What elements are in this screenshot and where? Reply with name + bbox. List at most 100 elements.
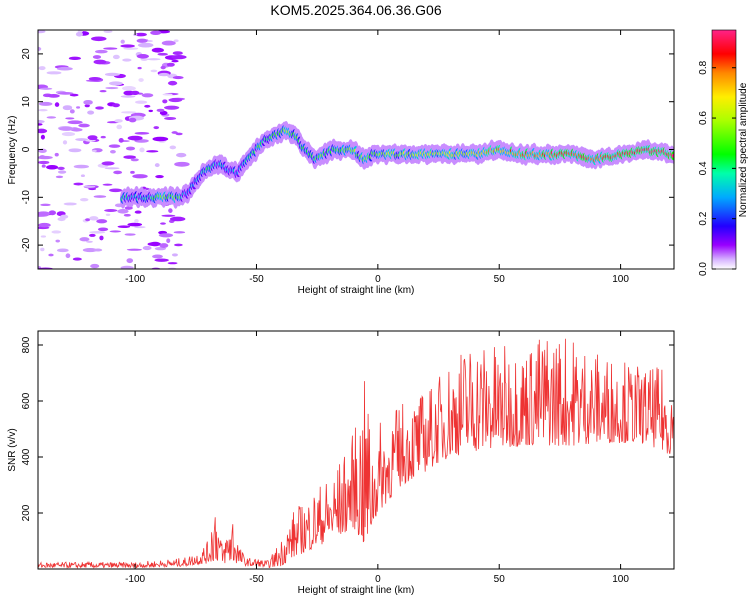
colorbar-tick-label: 0.2: [698, 211, 709, 225]
noise-blob: [126, 258, 134, 264]
noise-blob: [89, 216, 99, 221]
noise-blob: [174, 161, 190, 167]
spectrogram-x-ticks: -100 -50 0 50 100: [125, 30, 629, 285]
noise-blob: [100, 135, 106, 139]
noise-blob: [127, 135, 143, 141]
noise-blob: [62, 140, 68, 145]
colorbar-ticks: 0.0 0.2 0.4 0.6 0.8: [698, 60, 736, 276]
noise-blob: [38, 30, 46, 34]
noise-blob: [164, 116, 177, 120]
noise-blob: [171, 131, 178, 134]
noise-blob: [80, 198, 89, 202]
noise-blob: [168, 208, 173, 213]
noise-blob: [114, 119, 123, 123]
noise-blob: [120, 39, 125, 44]
noise-blob: [121, 111, 137, 114]
noise-blob: [69, 109, 75, 114]
noise-blob: [95, 106, 104, 110]
snr-panel: -100 -50 0 50 100 200 400 600 800 Height of str…: [7, 330, 675, 596]
noise-blob: [55, 239, 60, 243]
noise-blob: [130, 170, 135, 174]
x-tick-label: 100: [612, 574, 629, 585]
x-tick-label: 50: [494, 574, 506, 585]
noise-blob: [38, 46, 42, 52]
noise-blob: [157, 52, 168, 56]
noise-blob: [38, 155, 53, 160]
noise-blob: [162, 99, 168, 104]
noise-blob: [73, 164, 89, 169]
noise-blob: [48, 253, 54, 257]
noise-blob: [76, 106, 81, 109]
noise-blob: [144, 104, 151, 108]
noise-blob: [123, 47, 139, 50]
noise-blob: [159, 243, 169, 248]
noise-blob: [80, 174, 85, 178]
noise-blob: [99, 90, 107, 93]
noise-blob: [105, 213, 111, 216]
noise-blob: [134, 226, 146, 229]
noise-blob: [57, 170, 67, 174]
noise-blob: [134, 132, 150, 135]
noise-blob: [85, 218, 91, 222]
noise-blob: [67, 120, 83, 125]
noise-blob: [38, 160, 50, 165]
noise-blob: [87, 135, 98, 141]
noise-blob: [132, 174, 148, 179]
noise-blob: [58, 126, 74, 131]
noise-blob: [117, 225, 131, 228]
noise-blob: [75, 31, 83, 37]
noise-blob: [109, 230, 122, 233]
noise-blob: [136, 38, 148, 43]
noise-blob: [108, 81, 123, 86]
noise-blob: [91, 36, 107, 42]
noise-blob: [123, 155, 137, 159]
noise-blob: [118, 138, 124, 143]
ridge-core: [671, 153, 674, 158]
noise-blob: [166, 238, 171, 244]
noise-blob: [159, 110, 168, 116]
noise-blob: [85, 139, 96, 142]
noise-blob: [82, 248, 98, 253]
x-tick-label: 100: [612, 274, 629, 285]
noise-blob: [73, 182, 84, 186]
noise-blob: [112, 103, 120, 108]
noise-blob: [96, 219, 108, 224]
noise-blob: [40, 203, 51, 207]
noise-blob: [116, 124, 123, 130]
spectrogram-x-axis-label: Height of straight line (km): [298, 285, 415, 296]
noise-blob: [112, 54, 120, 60]
noise-blob: [137, 42, 154, 48]
noise-blob: [63, 202, 77, 206]
noise-blob: [105, 87, 119, 90]
noise-blob: [122, 86, 136, 91]
noise-blob: [146, 150, 159, 153]
noise-blob: [158, 233, 174, 238]
noise-blob: [160, 222, 166, 225]
noise-blob: [169, 216, 186, 222]
spectrogram-y-ticks: -20 -10 0 10 20: [21, 48, 674, 252]
noise-blob: [46, 165, 59, 170]
noise-blob: [125, 146, 136, 151]
noise-blob: [57, 92, 74, 95]
y-tick-label: 20: [21, 48, 32, 60]
y-tick-label: 0: [21, 146, 32, 152]
x-tick-label: -100: [125, 274, 145, 285]
noise-blob: [38, 66, 46, 71]
noise-blob: [161, 214, 176, 217]
noise-blob: [104, 167, 120, 170]
noise-blob: [83, 99, 93, 105]
x-tick-label: -100: [125, 574, 145, 585]
noise-blob: [120, 265, 134, 269]
noise-blob: [146, 40, 153, 43]
noise-blob: [122, 58, 132, 62]
noise-blob: [174, 243, 183, 247]
noise-blob: [38, 101, 53, 106]
y-tick-label: -10: [21, 190, 32, 205]
noise-blob: [103, 47, 118, 50]
spectrogram-marks: [38, 30, 674, 269]
noise-blob: [94, 49, 108, 54]
noise-blob: [137, 66, 142, 70]
noise-blob: [173, 39, 179, 43]
colorbar-label: Normalized spectral amplitude: [738, 82, 749, 217]
noise-blob: [110, 150, 116, 154]
